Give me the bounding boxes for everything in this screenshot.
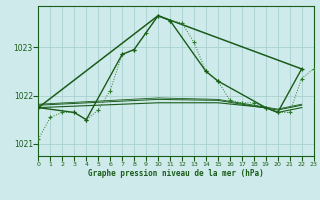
X-axis label: Graphe pression niveau de la mer (hPa): Graphe pression niveau de la mer (hPa) bbox=[88, 169, 264, 178]
